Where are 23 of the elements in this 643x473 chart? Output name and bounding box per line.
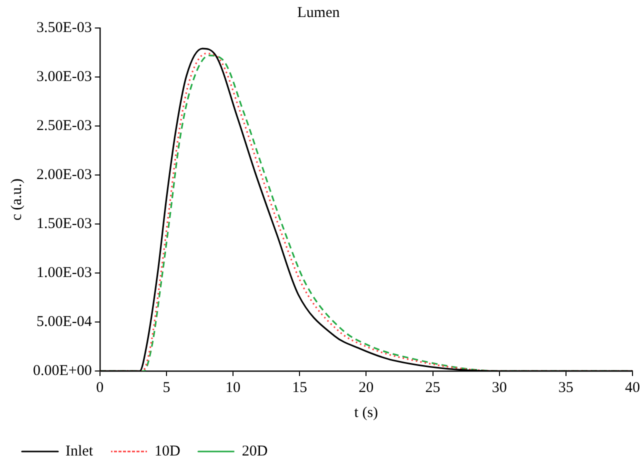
x-tick-label: 40 [625, 380, 640, 396]
x-tick-label: 10 [226, 380, 241, 396]
x-tick-label: 15 [292, 380, 308, 396]
y-tick-label: 3.00E-03 [36, 68, 92, 85]
x-tick-label: 35 [558, 380, 574, 396]
x-axis-title: t (s) [354, 404, 378, 421]
legend-label: Inlet [66, 443, 94, 460]
x-tick-label: 5 [162, 380, 170, 396]
y-tick-label: 1.50E-03 [36, 216, 92, 232]
y-tick-label: 2.50E-03 [36, 118, 92, 134]
x-tick-label: 20 [358, 380, 374, 396]
y-axis-title: c (a.u.) [8, 178, 25, 221]
legend-label: 20D [242, 443, 268, 460]
x-tick-label: 0 [96, 380, 104, 396]
x-tick-label: 25 [425, 380, 440, 396]
y-tick-label: 1.00E-03 [36, 264, 92, 281]
legend-label: 10D [154, 443, 180, 460]
y-tick-label: 2.00E-03 [36, 166, 92, 183]
y-tick-label: 5.00E-04 [36, 314, 92, 330]
y-tick-label: 0.00E+00 [32, 362, 92, 379]
y-tick-label: 3.50E-03 [36, 20, 92, 36]
x-tick-label: 30 [492, 380, 507, 396]
chart-title: Lumen [297, 4, 340, 21]
